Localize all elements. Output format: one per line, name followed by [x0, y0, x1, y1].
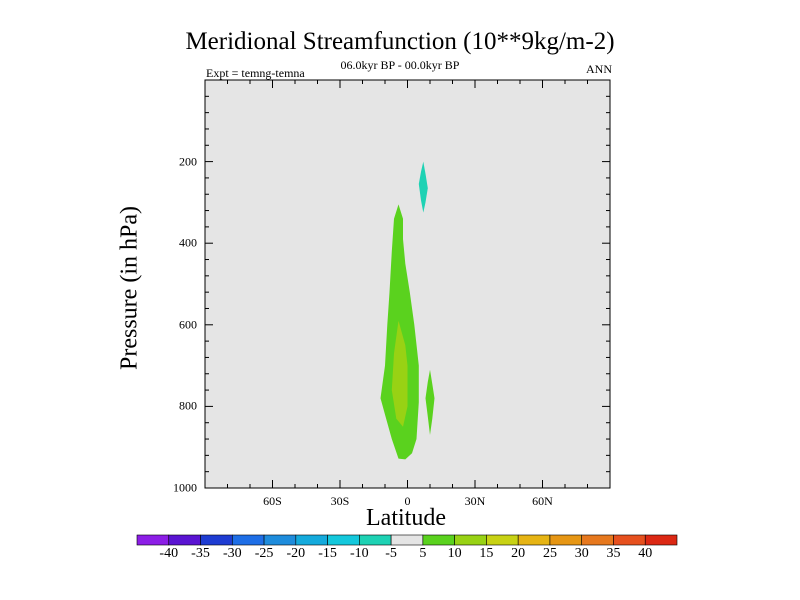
- colorbar: [136, 534, 678, 546]
- colorbar-label: -15: [318, 546, 337, 561]
- colorbar-label: 25: [542, 546, 557, 561]
- colorbar-label: -35: [191, 546, 210, 561]
- y-tick-label: 800: [179, 398, 197, 413]
- colorbar-label: 5: [419, 546, 427, 561]
- colorbar-swatch: [390, 534, 424, 546]
- colorbar-swatch: [549, 534, 583, 546]
- y-tick-label: 400: [179, 235, 197, 250]
- colorbar-label: 15: [479, 546, 494, 561]
- colorbar-label: 20: [511, 546, 526, 561]
- colorbar-label: 10: [447, 546, 462, 561]
- colorbar-label: -30: [222, 546, 242, 561]
- colorbar-swatch: [200, 534, 233, 546]
- y-tick-label: 600: [179, 317, 197, 332]
- x-tick-label: 0: [404, 494, 411, 508]
- y-tick-label: 200: [179, 154, 197, 169]
- colorbar-swatch: [644, 534, 678, 546]
- colorbar-swatch: [486, 534, 519, 546]
- x-axis-label: Latitude: [366, 505, 446, 531]
- x-tick-label: 30N: [464, 494, 486, 508]
- colorbar-label: -10: [350, 546, 369, 561]
- colorbar-label: 40: [638, 546, 653, 561]
- x-tick-label: 30S: [330, 494, 350, 508]
- colorbar-label: -20: [286, 546, 306, 561]
- colorbar-swatch: [136, 534, 170, 546]
- colorbar-label: -5: [385, 546, 397, 561]
- contour-positive-cell-10-15: [391, 320, 408, 427]
- colorbar-swatch: [422, 534, 455, 546]
- x-tick-label: 60N: [532, 494, 553, 508]
- colorbar-swatch: [613, 534, 646, 546]
- contour-negative-cell-upper: [418, 161, 428, 213]
- colorbar-swatch: [295, 534, 328, 546]
- chart-subtitle: 06.0kyr BP - 00.0kyr BP: [340, 58, 460, 72]
- colorbar-swatch: [231, 534, 265, 546]
- colorbar-label: -25: [254, 546, 274, 561]
- contour-positive-cell-small: [425, 369, 435, 435]
- axis-ticks: [205, 80, 610, 489]
- colorbar-swatch: [168, 534, 201, 546]
- colorbar-label: 30: [574, 546, 589, 561]
- colorbar-swatch: [359, 534, 392, 546]
- experiment-label: Expt = temng-temna: [206, 66, 305, 80]
- colorbar-swatch: [517, 534, 551, 546]
- colorbar-swatch: [263, 534, 297, 546]
- x-tick-label: 60S: [263, 494, 282, 508]
- colorbar-swatch: [454, 534, 487, 546]
- colorbar-swatch: [327, 534, 360, 546]
- chart-title: Meridional Streamfunction (10**9kg/m-2): [185, 28, 615, 55]
- y-tick-label: 1000: [173, 480, 197, 495]
- season-label: ANN: [586, 62, 612, 76]
- colorbar-label: -40: [159, 546, 179, 561]
- contour-regions: [380, 161, 435, 460]
- colorbar-label: 35: [606, 546, 621, 561]
- colorbar-swatch: [581, 534, 614, 546]
